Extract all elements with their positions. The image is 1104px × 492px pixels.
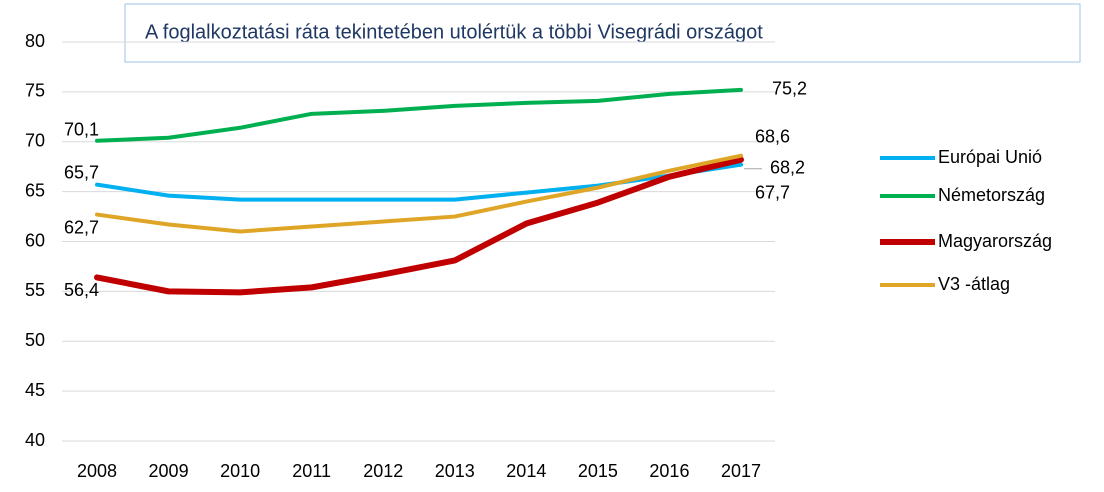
- series-line: [95, 153, 743, 234]
- legend-label: Németország: [938, 185, 1045, 205]
- legend-label: V3 -átlag: [938, 274, 1010, 294]
- x-tick-label: 2017: [721, 461, 761, 481]
- x-tick-label: 2010: [220, 461, 260, 481]
- x-tick-label: 2014: [506, 461, 546, 481]
- series-line: [95, 162, 743, 202]
- y-tick-label: 55: [25, 280, 45, 300]
- series-line: [94, 156, 744, 296]
- y-tick-label: 50: [25, 330, 45, 350]
- series-line: [95, 87, 743, 143]
- x-tick-label: 2009: [149, 461, 189, 481]
- legend-label: Magyarország: [938, 231, 1052, 251]
- data-label: 70,1: [64, 120, 99, 140]
- x-tick-label: 2013: [435, 461, 475, 481]
- y-tick-label: 70: [25, 131, 45, 151]
- legend-label: Európai Unió: [938, 147, 1042, 167]
- data-label: 56,4: [64, 280, 99, 300]
- data-label: 75,2: [772, 79, 807, 99]
- x-tick-label: 2016: [649, 461, 689, 481]
- y-tick-label: 65: [25, 180, 45, 200]
- y-tick-label: 60: [25, 230, 45, 250]
- y-tick-label: 75: [25, 81, 45, 101]
- x-tick-label: 2012: [363, 461, 403, 481]
- y-tick-label: 40: [25, 430, 45, 450]
- data-label: 68,6: [755, 126, 790, 146]
- data-label: 62,7: [64, 217, 99, 237]
- x-tick-label: 2008: [77, 461, 117, 481]
- y-tick-label: 80: [25, 31, 45, 51]
- x-tick-label: 2011: [292, 461, 331, 481]
- chart-title: A foglalkoztatási ráta tekintetében utol…: [145, 21, 763, 43]
- data-label: 65,7: [64, 162, 99, 182]
- data-label: 68,2: [770, 157, 805, 177]
- title-box: [124, 3, 1081, 63]
- x-tick-label: 2015: [578, 461, 618, 481]
- data-label: 67,7: [755, 182, 790, 202]
- y-tick-label: 45: [25, 380, 45, 400]
